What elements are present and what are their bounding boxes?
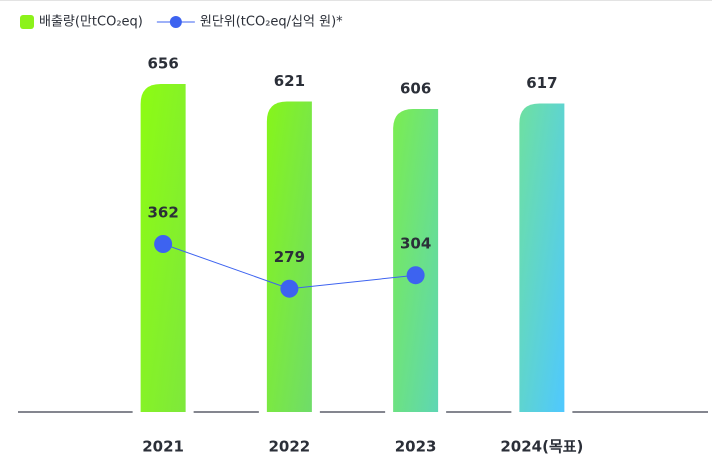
x-tick-label: 2022 (269, 438, 311, 456)
bar (266, 101, 312, 412)
legend-marker (169, 16, 182, 28)
bar (393, 109, 439, 412)
legend-label: 배출량(만tCO₂eq) (39, 15, 143, 30)
x-tick-label: 2021 (142, 438, 184, 456)
bar-value-label: 606 (400, 80, 431, 98)
legend-label: 원단위(tCO₂eq/십억 원)* (200, 15, 343, 30)
bar-value-label: 621 (274, 72, 305, 90)
line-point (154, 235, 173, 253)
line-value-label: 362 (147, 204, 178, 222)
bar (519, 103, 565, 412)
legend-swatch (20, 15, 34, 29)
bar-value-label: 617 (526, 74, 557, 92)
line-value-label: 279 (274, 248, 305, 266)
x-tick-label: 2023 (395, 438, 437, 456)
line-point (406, 266, 425, 285)
line-value-label: 304 (400, 235, 431, 253)
line-point (280, 279, 299, 298)
bar-value-label: 656 (147, 55, 178, 73)
x-tick-label: 2024(목표) (500, 438, 583, 456)
